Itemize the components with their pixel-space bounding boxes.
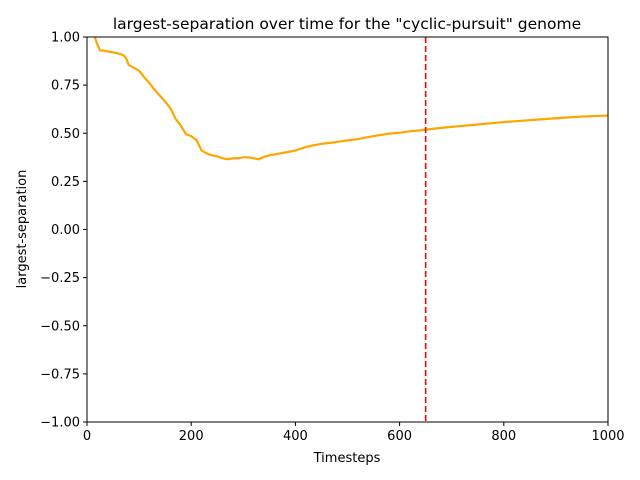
series-layer bbox=[93, 37, 608, 161]
y-axis-label: largest-separation bbox=[15, 170, 30, 289]
plot-frame bbox=[86, 36, 609, 423]
y-tick-label: −0.75 bbox=[40, 367, 80, 382]
y-tick-label: 0.00 bbox=[51, 223, 80, 238]
y-tick-label: −0.25 bbox=[40, 271, 80, 286]
y-axis: −1.00 −0.75 −0.50 −0.25 0.00 0.25 0.50 0.75 1.00 bbox=[40, 31, 87, 431]
y-tick-label: 1.00 bbox=[51, 31, 80, 46]
x-tick-label: 0 bbox=[83, 429, 91, 444]
x-tick-label: 600 bbox=[387, 429, 412, 444]
y-tick-label: −0.50 bbox=[40, 319, 80, 334]
y-tick-label: 0.25 bbox=[51, 175, 80, 190]
y-tick-label: −1.00 bbox=[40, 416, 80, 431]
x-axis: 0 200 400 600 800 1000 bbox=[83, 422, 625, 444]
chart-title: largest-separation over time for the "cy… bbox=[113, 15, 581, 33]
x-tick-label: 200 bbox=[179, 429, 204, 444]
y-tick-label: 0.50 bbox=[51, 127, 80, 142]
x-axis-label: Timesteps bbox=[313, 451, 381, 466]
x-tick-label: 1000 bbox=[591, 429, 624, 444]
x-tick-label: 400 bbox=[283, 429, 308, 444]
series-line-1 bbox=[93, 37, 608, 161]
x-tick-label: 800 bbox=[491, 429, 516, 444]
y-tick-label: 0.75 bbox=[51, 79, 80, 94]
